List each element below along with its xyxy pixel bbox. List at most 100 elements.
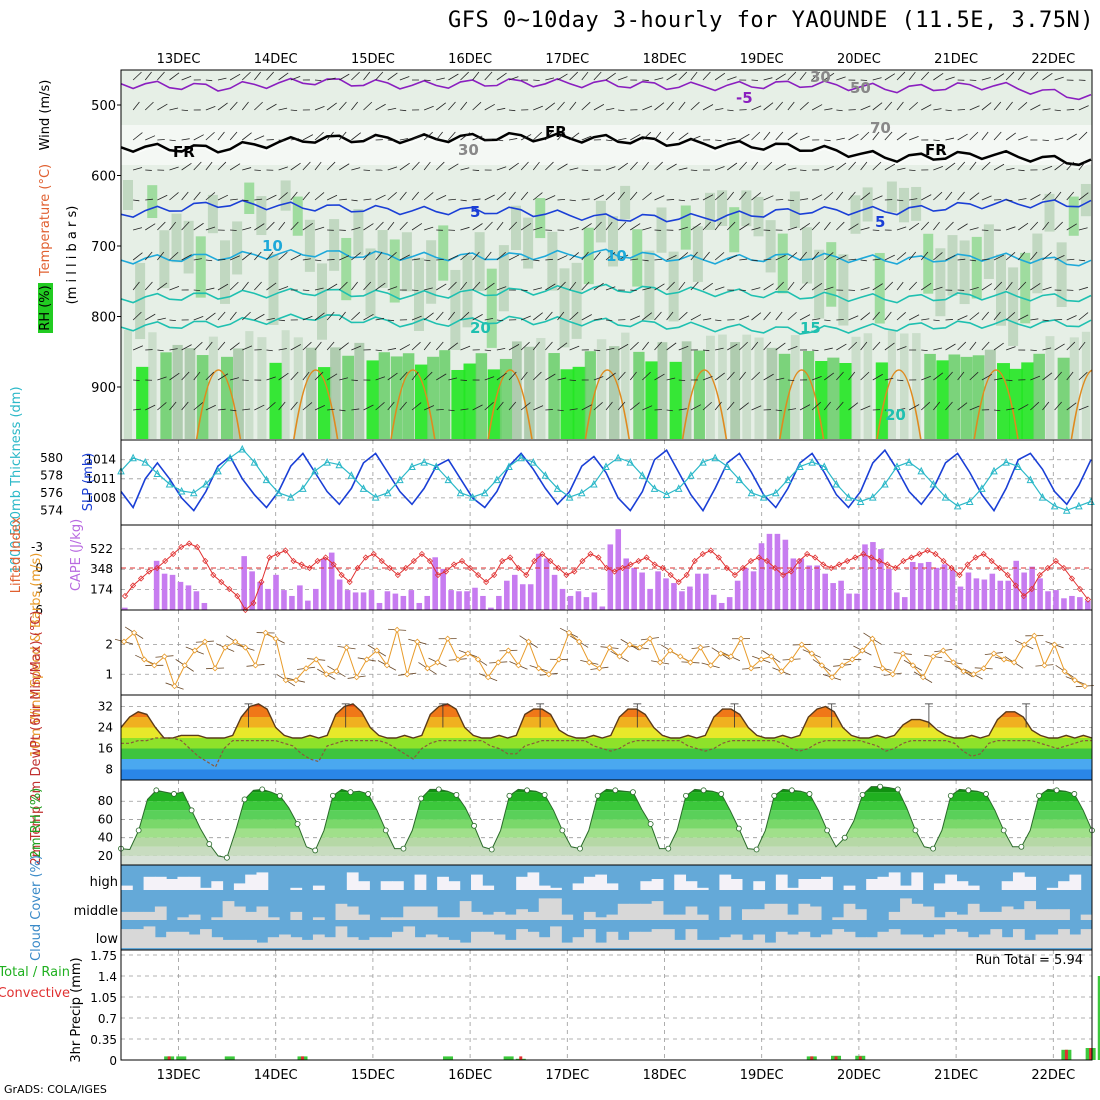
wind-barb [690,281,699,291]
thickness-marker [505,462,513,470]
rh-shade [960,356,973,439]
rh-marker [188,807,195,814]
wind-barb [1078,312,1089,321]
wind-barb [508,162,519,171]
rh-shade [984,349,996,439]
lifted-index-marker [266,554,273,561]
wind-speed-marker [697,644,704,651]
rh-shade [754,337,764,439]
wind-barb [811,401,822,411]
wind-barb [993,254,1005,261]
lifted-index-marker [314,557,321,565]
wind-barb [1054,109,1061,112]
wind-barb [727,254,738,261]
cloud-low-cell [606,931,619,948]
wind-barb [884,377,894,381]
rh-shade [778,353,791,439]
rh-shade [438,225,449,281]
wind-speed-marker [828,674,836,681]
wind-barb [169,221,177,231]
wind-barb [157,139,165,141]
wind-barb [799,135,810,141]
rh-marker [1036,792,1042,799]
wind-barb [411,223,423,231]
warm-isotherm [973,369,1019,439]
cape-bar [368,590,375,610]
wind-barb [581,314,592,321]
wind-speed-marker [798,641,805,648]
wind-barb [629,161,638,171]
wind-speed-marker [1031,632,1038,639]
wind-barb [520,341,530,351]
wind-barb [375,71,384,81]
wind-barb [787,226,798,231]
cloud-high-cell [877,876,890,890]
wind-barb [896,71,906,81]
wind-speed-marker [333,668,340,675]
cape-bar [511,574,518,610]
cloud-low-cell [1046,934,1059,948]
cloud-high-cell [911,872,924,890]
cloud-low-cell [719,937,732,948]
rh-shade [244,182,255,214]
cape-bar [981,579,988,610]
lifted-index-marker [635,557,642,565]
wind-barb [848,191,856,201]
wind-barb [763,373,774,381]
isotherm-20 [121,313,1092,335]
rh-shade [729,207,740,253]
precip-convective-bar [167,1056,171,1060]
wind-barb [424,287,433,291]
wind-barb [666,199,675,201]
wind-barb [229,342,240,351]
wind-barb [811,282,823,291]
wind-barb [872,102,883,111]
wind-barb [617,343,629,351]
wind-barb [569,345,580,351]
lifted-index-marker [467,564,474,572]
legend-convective: Convective [0,986,70,1001]
wind-speed-marker [201,638,208,645]
thickness-marker [747,488,756,497]
wind-barb [714,252,725,261]
rh-shade [172,344,183,439]
wind-barb [775,131,784,141]
cloud-middle-cell [922,906,935,920]
wind-barb [605,221,613,231]
cape-bar [878,549,884,610]
wind-barb [144,251,153,261]
rh-shade [1008,267,1019,346]
wind-barb [339,342,349,351]
rh-shade [863,333,873,439]
wind-barb [290,191,298,201]
thickness-marker [517,453,525,462]
wind-barb [896,379,904,382]
cape-bar [623,558,629,610]
wind-barb [521,289,528,291]
wind-barb [314,79,322,82]
wind-barb [254,223,265,231]
cloud-middle-cell [843,903,856,920]
wind-barb [387,348,397,351]
wind-barb [508,401,517,411]
rh-shade [560,369,575,439]
wind-barb [460,408,469,411]
wind-barb [799,251,807,261]
rh-marker [683,792,689,799]
wind-barb [690,198,699,201]
wind-barb [1066,223,1077,231]
wind-barb [945,254,956,261]
cloud-middle-cell [933,917,946,920]
lifted-index-marker [916,550,923,558]
wind-barb [751,105,762,111]
cloud-middle-cell [685,906,698,920]
wind-barb [642,405,653,411]
cloud-middle-cell [809,906,822,920]
lifted-index-marker [627,561,634,568]
lifted-index-marker [242,606,249,614]
cape-bar [360,592,367,610]
wind-barb [933,252,943,261]
wind-barb [436,408,444,411]
cloud-middle-cell [267,917,280,920]
wind-barb [714,221,722,231]
